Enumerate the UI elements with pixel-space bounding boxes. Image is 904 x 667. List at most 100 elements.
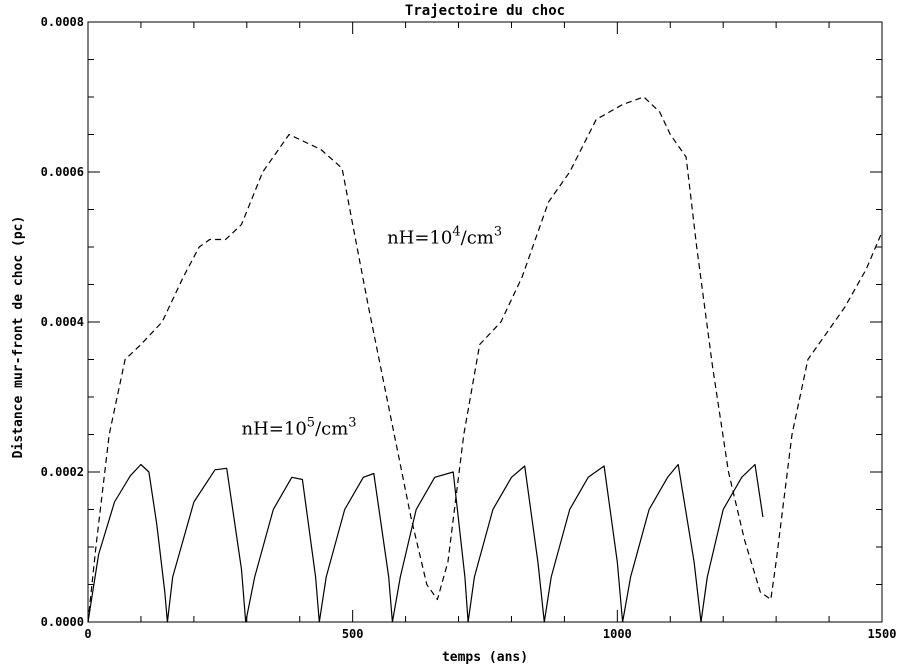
series-1-point [130,475,131,476]
series-1-point [140,464,141,465]
series-nh-1e5-line [87,463,764,623]
series-1-point [723,509,724,510]
series-1-point [156,524,157,525]
series-1-point [416,509,417,510]
series-0-point [844,306,845,307]
series-1-point [344,509,345,510]
series-1-point [474,576,475,577]
series-1-point [214,469,215,470]
series-1-point [326,576,327,577]
series-0-point [696,246,697,247]
series-1-point [273,509,274,510]
series-0-point [770,599,771,600]
series-0-point [241,224,242,225]
series-0-point [712,366,713,367]
series-1-point [241,569,242,570]
series-0-point [225,239,226,240]
series-nh-1e4-line [87,96,883,623]
series-0-point [479,344,480,345]
series-1-point [762,516,763,517]
series-1-point [148,471,149,472]
series-1-point [434,477,435,478]
series-1-point [254,576,255,577]
series-0-point [686,156,687,157]
series-1-point [588,477,589,478]
series-0-point [199,246,200,247]
series-0-point [162,321,163,322]
series-0-point [596,119,597,120]
series-1-point [114,501,115,502]
series-1-point [392,621,393,622]
y-tick-label: 0.0002 [41,465,84,479]
series-0-point [866,269,867,270]
series-1-point [630,576,631,577]
series-0-point [807,359,808,360]
series-1-point [453,471,454,472]
series-1-point [667,477,668,478]
x-tick-label: 1500 [868,627,897,641]
series-0-point [352,224,353,225]
series-1-point [693,561,694,562]
series-1-point [172,576,173,577]
series-1-point [678,464,679,465]
plot-frame [87,21,883,623]
series-0-point [728,471,729,472]
series-0-point [744,539,745,540]
series-1-point [319,621,320,622]
series-1-point [373,473,374,474]
series-0-point [548,201,549,202]
series-1-point [622,621,623,622]
series-0-point [289,134,290,135]
series-0-point [760,591,761,592]
series-0-point [823,336,824,337]
series-0-point [341,168,342,169]
series-1-point [363,477,364,478]
series-0-point [109,434,110,435]
series-0-point [262,171,263,172]
series-0-point [659,111,660,112]
series-0-point [426,584,427,585]
series-1-point [302,479,303,480]
series-1-point [467,621,468,622]
series-1-point [400,576,401,577]
series-0-point [791,434,792,435]
series-1-point [315,576,316,577]
series-0-point [643,96,644,97]
series-0-point [368,306,369,307]
tick-labels: 0 500 1000 1500 0.0000 0.0002 0.0004 0.0006 0.00… [41,15,897,641]
series-annotation: nH=105/cm3 [242,416,357,440]
series-1-point [291,477,292,478]
series-1-point [741,477,742,478]
series-1-point [388,576,389,577]
series-0-point [463,434,464,435]
series-layer [87,96,883,623]
series-0-point [124,359,125,360]
series-1-point [167,621,168,622]
series-1-point [707,576,708,577]
series-0-point [881,231,882,232]
series-0-point [622,104,623,105]
series-1-point [511,477,512,478]
y-tick-label: 0.0000 [41,615,84,629]
series-1-point [492,509,493,510]
x-tick-label: 1000 [603,627,632,641]
series-1-point [617,561,618,562]
series-1-point [464,576,465,577]
series-0-point [500,321,501,322]
series-1-point [569,509,570,510]
series-0-point [569,171,570,172]
series-0-point [437,599,438,600]
series-0-point [447,561,448,562]
series-1-point [551,576,552,577]
series-0-point [670,134,671,135]
annotations: nH=104/cm3 nH=105/cm3 [242,224,503,439]
series-1-point [164,591,165,592]
series-0-point [209,239,210,240]
chart-title: Trajectoire du choc [405,3,565,19]
series-1-point [700,621,701,622]
series-0-point [320,149,321,150]
y-tick-label: 0.0008 [41,15,84,29]
x-axis-title: temps (ans) [442,650,528,665]
series-annotation: nH=104/cm3 [387,224,502,248]
